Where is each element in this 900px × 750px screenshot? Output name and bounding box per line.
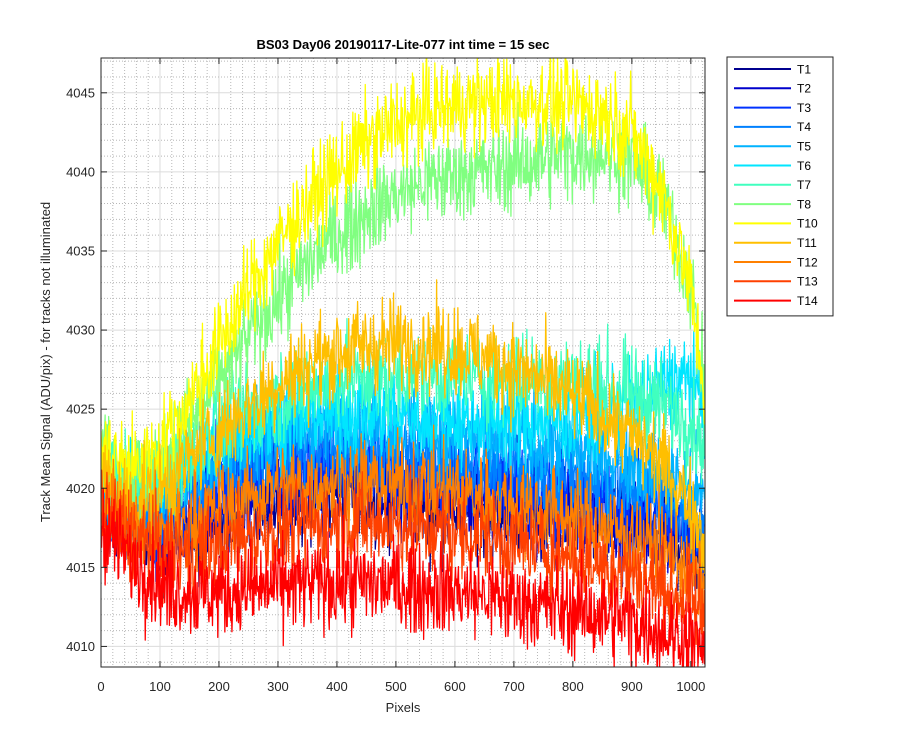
- x-tick-label: 1000: [676, 679, 705, 694]
- axis-ticks: 0 100 200 300 400 500 600 700 800 900 1000 4010 4015…: [66, 58, 705, 694]
- x-tick-label: 600: [444, 679, 466, 694]
- series-line-t14: [101, 487, 705, 667]
- legend-label-t13: T13: [797, 275, 818, 289]
- legend-label-t7: T7: [797, 178, 811, 192]
- legend-label-t1: T1: [797, 62, 811, 76]
- x-tick-label: 800: [562, 679, 584, 694]
- chart-title: BS03 Day06 20190117-Lite-077 int time = …: [256, 37, 549, 52]
- y-axis-label: Track Mean Signal (ADU/pix) - for tracks…: [38, 202, 53, 522]
- x-tick-label: 400: [326, 679, 348, 694]
- legend-label-t10: T10: [797, 217, 818, 231]
- y-tick-label: 4010: [66, 639, 95, 654]
- x-tick-label: 100: [149, 679, 171, 694]
- legend-box: [726, 56, 834, 317]
- y-tick-label: 4025: [66, 402, 95, 417]
- series-line-t11: [101, 279, 705, 581]
- x-axis-label: Pixels: [386, 700, 421, 715]
- y-tick-label: 4040: [66, 164, 95, 179]
- series-line-t8: [101, 101, 705, 515]
- legend-label-t11: T11: [797, 236, 817, 250]
- legend-label-t6: T6: [797, 159, 811, 173]
- legend-label-t12: T12: [797, 255, 818, 269]
- legend-label-t5: T5: [797, 140, 811, 154]
- x-tick-label: 500: [385, 679, 407, 694]
- series-layer: [101, 58, 705, 667]
- legend-label-t14: T14: [797, 294, 818, 308]
- y-tick-label: 4015: [66, 560, 95, 575]
- x-tick-label: 900: [621, 679, 643, 694]
- y-tick-label: 4035: [66, 243, 95, 258]
- y-tick-label: 4020: [66, 481, 95, 496]
- x-tick-label: 700: [503, 679, 525, 694]
- x-tick-label: 200: [208, 679, 230, 694]
- y-tick-label: 4030: [66, 323, 95, 338]
- legend-label-t2: T2: [797, 82, 811, 96]
- legend-label-t8: T8: [797, 197, 811, 211]
- legend-label-t3: T3: [797, 101, 811, 115]
- plot-frame: [100, 57, 706, 668]
- series-line-t10: [101, 58, 705, 513]
- x-tick-label: 300: [267, 679, 289, 694]
- series-line-t13: [101, 464, 705, 655]
- x-tick-label: 0: [97, 679, 104, 694]
- series-line-t12: [101, 424, 705, 632]
- y-tick-label: 4045: [66, 85, 95, 100]
- legend-label-t4: T4: [797, 120, 811, 134]
- legend: T1 T2 T3 T4 T5 T6 T7 T8 T10 T11 T12 T13 T14: [726, 56, 834, 317]
